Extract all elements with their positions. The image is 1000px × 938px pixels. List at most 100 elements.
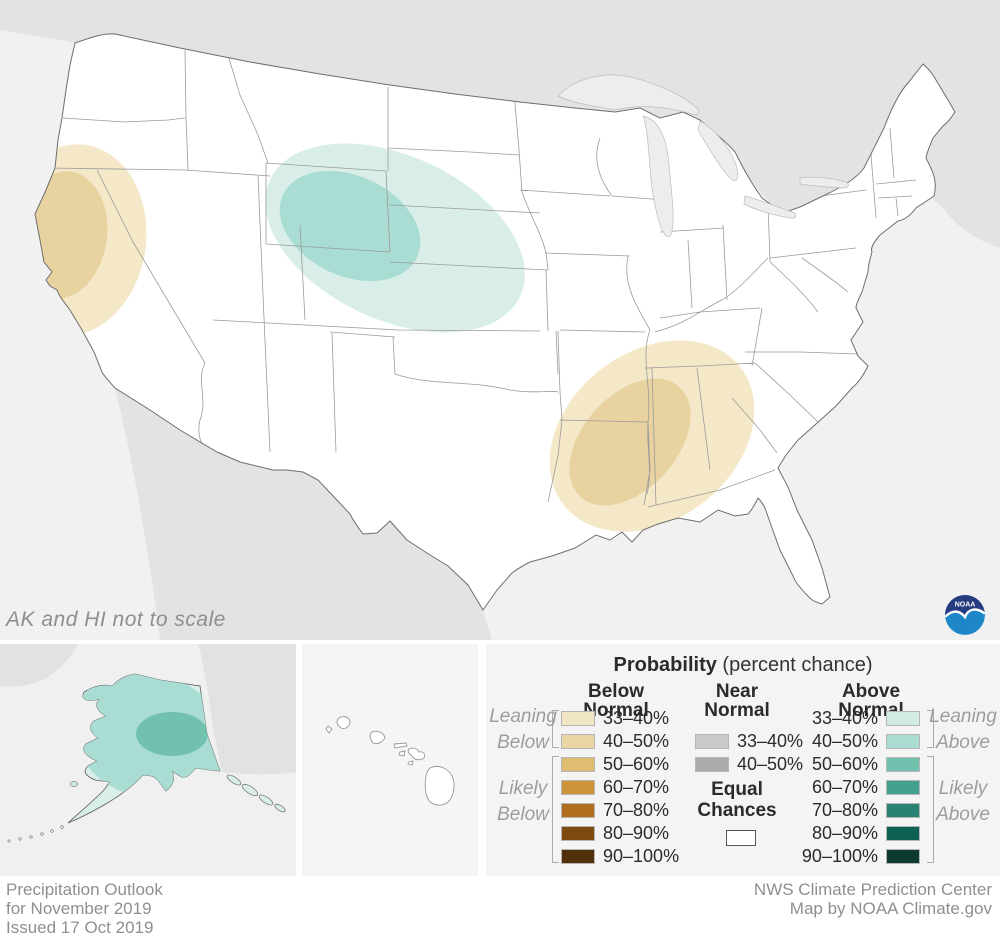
legend-swatch-near-40 xyxy=(695,757,729,772)
inset-panels: Probability (percent chance) Below Norma… xyxy=(0,644,1000,876)
footer-issued-line: Issued 17 Oct 2019 xyxy=(6,918,154,938)
alaska-inset xyxy=(0,644,296,876)
legend-swatch-near-33 xyxy=(695,734,729,749)
island-niihau xyxy=(325,725,333,734)
hawaii-inset xyxy=(302,644,478,876)
island-hawaii xyxy=(424,765,455,806)
lake-superior xyxy=(557,74,699,115)
legend-label-near-33: 33–40% xyxy=(737,731,804,751)
footer-title-line1: Precipitation Outlook xyxy=(6,880,163,899)
legend-row-above-90: 90–100% xyxy=(794,845,920,868)
alaska-map-svg xyxy=(0,644,296,876)
legend-title-bold: Probability xyxy=(613,654,717,676)
noaa-logo: NOAA xyxy=(944,594,986,636)
canada-landmass-ak xyxy=(198,644,296,775)
group-label-likely-below: Likely Below xyxy=(497,778,549,825)
legend-label-below-70: 70–80% xyxy=(603,800,670,820)
legend-title-rest: (percent chance) xyxy=(716,654,873,676)
legend-label-below-60: 60–70% xyxy=(603,777,670,797)
region-rockies-above-40 xyxy=(279,170,421,282)
legend-title: Probability (percent chance) xyxy=(486,654,1000,677)
legend-label-above-50: 50–60% xyxy=(811,754,878,774)
legend-swatch-below-80 xyxy=(561,826,595,841)
island-kahoolawe xyxy=(407,760,414,766)
footer: Precipitation Outlook for November 2019 … xyxy=(0,876,1000,938)
noaa-logo-svg: NOAA xyxy=(945,595,985,635)
legend-swatch-below-40 xyxy=(561,734,595,749)
footer-credit-line2: Map by NOAA Climate.gov xyxy=(789,899,992,919)
legend-label-near-40: 40–50% xyxy=(737,754,804,774)
lake-huron xyxy=(697,120,739,182)
noaa-logo-gull xyxy=(945,608,985,620)
noaa-logo-text: NOAA xyxy=(955,602,976,609)
group-label-likely-above: Likely Above xyxy=(936,778,990,825)
region-southeast-below-40 xyxy=(569,378,691,506)
island-kauai xyxy=(336,716,351,729)
conus-map-area: AK and HI not to scale NOAA xyxy=(0,0,1000,640)
legend-row-near-33: 33–40% xyxy=(695,730,803,753)
legend-row-below-60: 60–70% xyxy=(561,776,679,799)
island-maui xyxy=(407,747,426,761)
legend-near-rows: 33–40% 40–50% xyxy=(695,730,803,776)
alaska-above-50 xyxy=(136,712,208,756)
legend-label-below-80: 80–90% xyxy=(603,823,670,843)
group-label-leaning-below: Leaning Below xyxy=(489,706,557,753)
legend-row-above-70: 70–80% xyxy=(794,799,920,822)
legend-label-above-70: 70–80% xyxy=(811,800,878,820)
legend-label-above-33: 33–40% xyxy=(811,708,878,728)
hawaii-islands xyxy=(325,716,455,806)
legend-swatch-below-90 xyxy=(561,849,595,864)
great-lakes xyxy=(557,74,849,237)
legend-swatch-below-60 xyxy=(561,780,595,795)
legend-swatch-above-40 xyxy=(886,734,920,749)
legend-row-above-40: 40–50% xyxy=(794,730,920,753)
legend-row-above-33: 33–40% xyxy=(794,707,920,730)
legend-swatch-below-70 xyxy=(561,803,595,818)
legend-label-below-50: 50–60% xyxy=(603,754,670,774)
island-molokai xyxy=(393,742,408,749)
footer-right: NWS Climate Prediction Center Map by NOA… xyxy=(754,880,992,918)
legend-label-above-40: 40–50% xyxy=(811,731,878,751)
equal-chances-swatch xyxy=(726,830,756,846)
legend-row-above-60: 60–70% xyxy=(794,776,920,799)
footer-credit-line1: NWS Climate Prediction Center xyxy=(753,880,992,899)
equal-chances-label: Equal Chances xyxy=(697,779,777,821)
legend-row-below-70: 70–80% xyxy=(561,799,679,822)
legend-below-rows: 33–40% 40–50% 50–60% 60–70% 70–80% 80–90… xyxy=(561,707,679,868)
mexico-landmass xyxy=(115,388,492,640)
us-outline xyxy=(34,33,956,611)
bracket-likely-above xyxy=(927,756,934,863)
legend-row-below-50: 50–60% xyxy=(561,753,679,776)
scale-note: AK and HI not to scale xyxy=(6,608,226,631)
probability-regions xyxy=(35,143,755,532)
legend-row-below-33: 33–40% xyxy=(561,707,679,730)
legend-swatch-above-50 xyxy=(886,757,920,772)
legend-above-rows: 33–40% 40–50% 50–60% 60–70% 70–80% 80–90… xyxy=(794,707,920,868)
hawaii-ocean xyxy=(302,644,478,876)
legend-header-below: Below Normal xyxy=(583,681,649,721)
lake-michigan xyxy=(642,115,674,237)
legend-header-near: Near Normal xyxy=(704,681,770,721)
legend-swatch-above-90 xyxy=(886,849,920,864)
footer-title-line2: for November 2019 xyxy=(6,899,152,919)
legend-swatch-below-33 xyxy=(561,711,595,726)
legend-row-below-90: 90–100% xyxy=(561,845,679,868)
legend-label-above-80: 80–90% xyxy=(811,823,878,843)
bracket-leaning-below xyxy=(552,710,559,748)
bracket-leaning-above xyxy=(927,710,934,748)
legend-row-below-40: 40–50% xyxy=(561,730,679,753)
lake-ontario xyxy=(799,176,849,189)
legend-label-below-40: 40–50% xyxy=(603,731,670,751)
legend-swatch-below-50 xyxy=(561,757,595,772)
conus-map-svg xyxy=(0,0,1000,640)
legend-label-above-90: 90–100% xyxy=(801,846,878,866)
legend-swatch-above-60 xyxy=(886,780,920,795)
lake-erie xyxy=(743,195,797,219)
legend-swatch-above-80 xyxy=(886,826,920,841)
alaska-probability-regions xyxy=(71,674,220,800)
legend-row-above-50: 50–60% xyxy=(794,753,920,776)
state-borders xyxy=(47,49,917,508)
hawaii-map-svg xyxy=(302,644,478,876)
aleutian-islands xyxy=(7,781,79,843)
